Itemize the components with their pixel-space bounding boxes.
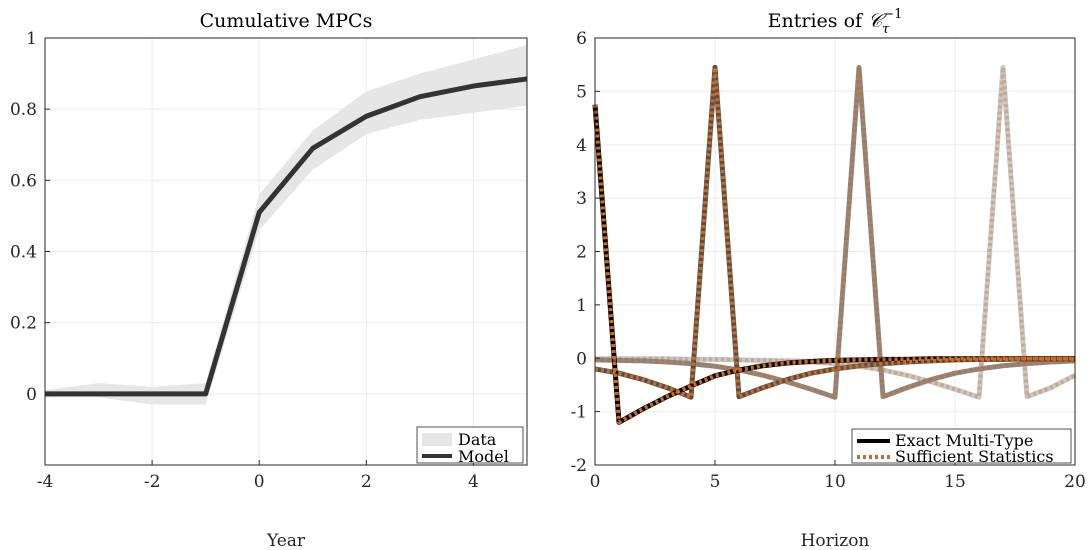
left-chart-title: Cumulative MPCs — [200, 10, 373, 32]
right-y-tick-label: 3 — [576, 189, 587, 209]
right-y-tick-label: -2 — [570, 456, 587, 476]
chart-cumulative-mpcs: -4 -2 0 2 4 0 0.2 0.4 0.6 0.8 1 Cumulative MPCs Ye… — [10, 10, 528, 550]
chart-entries-of-c-inverse: 0 5 10 15 20 -2 -1 0 1 2 3 4 5 6 Entries of 𝒞τ−1 Hori… — [570, 7, 1085, 550]
model-line — [45, 76, 528, 397]
right-plot-area — [592, 64, 1077, 425]
left-y-tick-label: 0 — [26, 385, 37, 405]
left-y-tick-label: 0.2 — [10, 314, 37, 334]
left-y-tick-label: 0.4 — [10, 243, 37, 263]
left-y-tick-label: 0.6 — [10, 171, 37, 191]
left-x-tick-label: -2 — [144, 472, 161, 492]
right-title-subscript: τ — [882, 22, 890, 37]
right-x-tick-label: 10 — [824, 472, 846, 492]
right-y-tick-label: 6 — [576, 29, 587, 49]
right-legend: Exact Multi-Type Sufficient Statistics — [851, 428, 1072, 466]
right-x-tick-label: 5 — [710, 472, 721, 492]
right-title-main: Entries of — [768, 10, 868, 32]
right-title-superscript: −1 — [883, 7, 902, 22]
right-gridlines — [594, 37, 1076, 466]
right-x-tick-label: 0 — [590, 472, 601, 492]
right-y-tick-label: 1 — [576, 296, 587, 316]
left-x-tick-label: 2 — [361, 472, 372, 492]
right-y-tick-label: -1 — [570, 403, 587, 423]
sufficient-statistics-column-1-line — [593, 104, 1075, 425]
left-y-tick-label: 1 — [26, 29, 37, 49]
left-x-tick-label: 0 — [254, 472, 265, 492]
legend-entry-data: Data — [458, 430, 497, 449]
left-legend: Data Model — [416, 426, 524, 466]
right-chart-title: Entries of 𝒞τ−1 — [768, 7, 903, 37]
data-band-swatch — [422, 433, 452, 446]
sufficient-statistics-column-4-line — [595, 65, 1076, 400]
right-x-tick-label: 15 — [944, 472, 966, 492]
right-y-tick-label: 5 — [576, 82, 587, 102]
left-x-tick-label: -4 — [37, 472, 54, 492]
left-x-axis-label: Year — [266, 531, 306, 550]
legend-entry-sufficient-statistics: Sufficient Statistics — [895, 447, 1054, 466]
legend-entry-exact-multi-type: Exact Multi-Type — [895, 431, 1033, 450]
sufficient-statistics-column-2-line — [594, 65, 1075, 400]
right-ticks: 0 5 10 15 20 -2 -1 0 1 2 3 4 5 6 — [570, 29, 1085, 492]
right-y-tick-label: 0 — [576, 349, 587, 369]
sufficient-statistics-column-3-line — [594, 65, 1076, 400]
left-ticks: -4 -2 0 2 4 0 0.2 0.4 0.6 0.8 1 — [10, 29, 479, 492]
left-x-tick-label: 4 — [468, 472, 479, 492]
left-plot-area — [44, 45, 528, 405]
right-x-axis-label: Horizon — [801, 531, 870, 550]
right-x-tick-label: 20 — [1064, 472, 1086, 492]
legend-entry-model: Model — [458, 447, 509, 466]
right-y-tick-label: 2 — [576, 243, 587, 263]
left-y-tick-label: 0.8 — [10, 100, 37, 120]
right-y-tick-label: 4 — [576, 136, 587, 156]
data-confidence-band — [45, 45, 527, 405]
